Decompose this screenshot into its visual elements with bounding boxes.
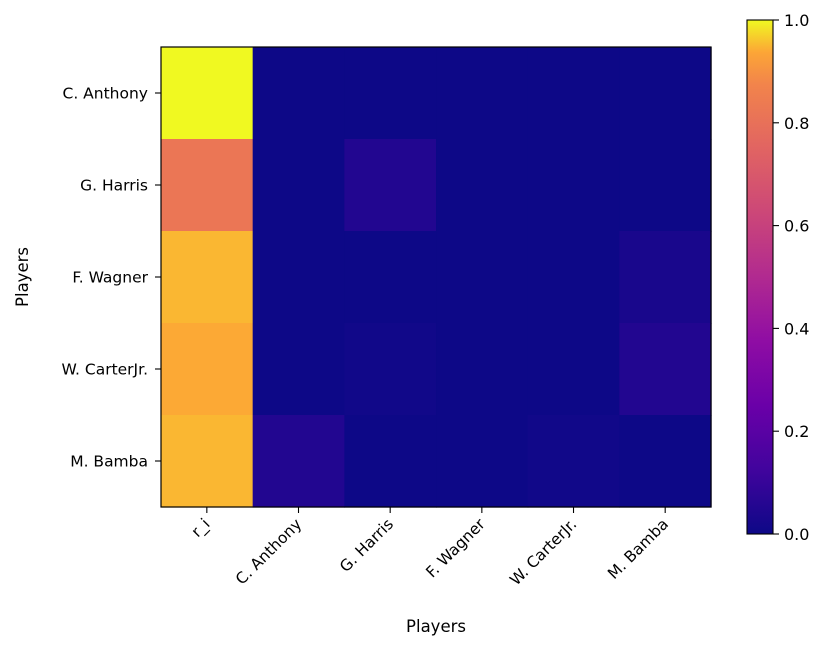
heatmap-cell xyxy=(527,323,620,416)
heatmap-cell xyxy=(252,415,345,508)
heatmap-cell xyxy=(252,139,345,232)
heatmap-cell xyxy=(252,231,345,324)
heatmap-cell xyxy=(619,139,712,232)
y-tick-label: C. Anthony xyxy=(63,85,149,103)
colorbar-tick-label: 0.6 xyxy=(784,217,809,236)
heatmap-cell xyxy=(161,139,254,232)
colorbar-gradient xyxy=(747,20,773,534)
heatmap-cell xyxy=(527,47,620,140)
x-tick-label: r_i xyxy=(188,515,214,541)
y-tick-label: F. Wagner xyxy=(72,269,148,287)
heatmap-cell xyxy=(527,139,620,232)
heatmap-cell xyxy=(161,231,254,324)
y-tick-label: G. Harris xyxy=(80,177,148,195)
heatmap-cell xyxy=(436,139,529,232)
heatmap-cell xyxy=(619,323,712,416)
heatmap-cell xyxy=(344,47,437,140)
x-tick-label: F. Wagner xyxy=(422,515,489,582)
heatmap-cell xyxy=(161,323,254,416)
heatmap-cell xyxy=(527,231,620,324)
x-tick-label: G. Harris xyxy=(336,515,397,576)
heatmap-cell xyxy=(527,415,620,508)
heatmap-cell xyxy=(619,415,712,508)
x-axis-label: Players xyxy=(406,617,466,636)
heatmap-cell xyxy=(344,139,437,232)
y-tick-label: M. Bamba xyxy=(70,453,148,471)
colorbar-tick-label: 1.0 xyxy=(784,11,809,30)
heatmap-cell xyxy=(252,47,345,140)
x-tick-label: M. Bamba xyxy=(604,515,672,583)
heatmap-cell xyxy=(436,323,529,416)
heatmap-cell xyxy=(436,47,529,140)
y-tick-label: W. CarterJr. xyxy=(61,361,148,379)
heatmap-cell xyxy=(619,47,712,140)
heatmap-cells xyxy=(161,47,712,508)
heatmap-cell xyxy=(344,415,437,508)
colorbar-tick-label: 0.0 xyxy=(784,525,809,544)
heatmap-cell xyxy=(344,323,437,416)
x-tick-label: C. Anthony xyxy=(232,515,305,588)
x-tick-label: W. CarterJr. xyxy=(506,515,580,589)
colorbar-frame xyxy=(746,19,774,535)
y-axis-label: Players xyxy=(13,247,32,307)
heatmap-cell xyxy=(436,415,529,508)
colorbar-tick-label: 0.2 xyxy=(784,422,809,441)
heatmap-cell xyxy=(252,323,345,416)
heatmap-cell xyxy=(344,231,437,324)
colorbar-tick-label: 0.4 xyxy=(784,319,809,338)
heatmap-cell xyxy=(161,415,254,508)
heatmap-cell xyxy=(436,231,529,324)
colorbar-tick-label: 0.8 xyxy=(784,114,809,133)
heatmap-cell xyxy=(619,231,712,324)
heatmap-cell xyxy=(161,47,254,140)
colorbar: 0.0 0.2 0.4 0.6 0.8 1.0 xyxy=(746,11,809,544)
